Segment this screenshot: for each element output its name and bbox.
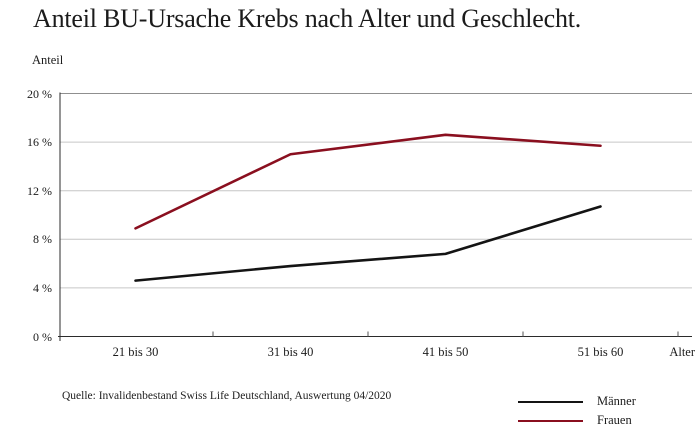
legend-label-maenner: Männer <box>597 394 636 408</box>
x-category-label-0: 21 bis 30 <box>112 345 159 359</box>
y-tick-label-8: 8 % <box>33 232 52 247</box>
legend-line-maenner <box>518 400 583 403</box>
y-tick-label-4: 4 % <box>33 280 52 295</box>
y-tick-label-12: 12 % <box>27 183 52 198</box>
x-category-label-1: 31 bis 40 <box>267 345 314 359</box>
legend-label-frauen: Frauen <box>597 413 632 427</box>
series-line-frauen <box>134 133 602 230</box>
legend-item-frauen: Frauen <box>518 411 636 430</box>
x-category-label-3: 51 bis 60 <box>577 345 624 359</box>
x-category-label-2: 41 bis 50 <box>422 345 469 359</box>
y-tick-label-20: 20 % <box>27 86 52 101</box>
legend-line-frauen <box>518 419 583 422</box>
series-line-maenner <box>134 205 602 282</box>
page-title: Anteil BU-Ursache Krebs nach Alter und G… <box>33 4 582 33</box>
line-chart-plot <box>58 92 692 341</box>
legend-item-maenner: Männer <box>518 392 636 411</box>
y-tick-label-0: 0 % <box>33 329 52 344</box>
source-note: Quelle: Invalidenbestand Swiss Life Deut… <box>62 390 392 402</box>
y-tick-label-16: 16 % <box>27 135 52 150</box>
legend: Männer Frauen <box>518 392 636 430</box>
x-axis-title: Alter <box>669 345 695 359</box>
y-axis-title: Anteil <box>32 53 64 67</box>
